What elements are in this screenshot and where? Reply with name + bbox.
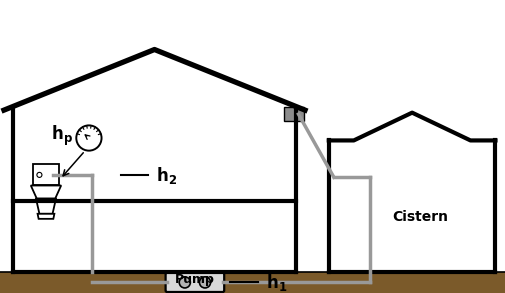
Circle shape: [37, 172, 42, 178]
Text: $\mathbf{h_1}$: $\mathbf{h_1}$: [265, 272, 286, 293]
Text: Pump: Pump: [175, 273, 215, 286]
Circle shape: [76, 125, 102, 151]
Polygon shape: [36, 199, 56, 214]
Polygon shape: [37, 214, 54, 219]
Polygon shape: [31, 185, 61, 199]
Text: Cistern: Cistern: [392, 209, 447, 224]
Bar: [33, 164, 59, 185]
Text: $\mathbf{h_p}$: $\mathbf{h_p}$: [51, 123, 73, 148]
Bar: [283, 107, 304, 121]
Circle shape: [179, 277, 190, 288]
Circle shape: [199, 277, 210, 288]
FancyBboxPatch shape: [165, 273, 224, 292]
Text: $\mathbf{h_2}$: $\mathbf{h_2}$: [156, 165, 177, 186]
Bar: [1, 272, 504, 293]
